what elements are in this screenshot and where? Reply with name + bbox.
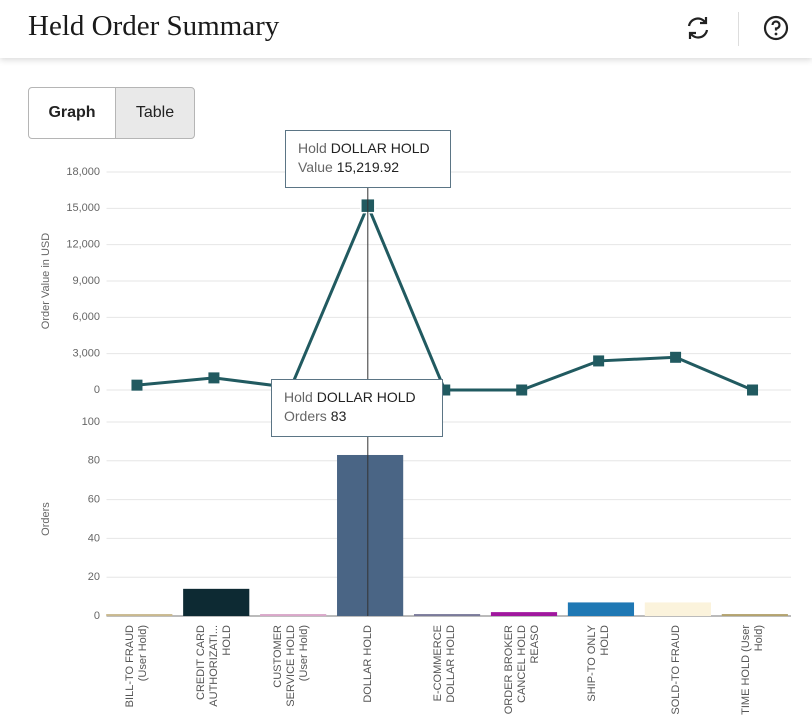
- y-tick-label: 100: [82, 416, 100, 428]
- bar: [337, 454, 404, 616]
- bar: [413, 614, 481, 617]
- graph-tab[interactable]: Graph: [28, 87, 116, 139]
- y-axis-title: Orders: [40, 502, 52, 536]
- y-tick-label: 20: [88, 571, 100, 583]
- data-point: [670, 351, 682, 363]
- data-point: [208, 372, 220, 384]
- data-point: [516, 384, 528, 396]
- x-tick-label: E-COMMERCE DOLLAR HOLD: [431, 625, 457, 703]
- y-tick-label: 15,000: [66, 202, 100, 214]
- bar: [567, 602, 635, 616]
- y-tick-label: 0: [94, 610, 100, 622]
- x-tick-label: BILL-TO FRAUD (User Hold): [123, 625, 149, 708]
- bar: [183, 588, 250, 616]
- page-title: Held Order Summary: [28, 10, 280, 42]
- tooltip-key: Orders: [284, 408, 327, 424]
- bar: [721, 614, 788, 617]
- divider: [738, 12, 739, 46]
- x-tick-label: TIME HOLD (User Hold): [739, 625, 765, 715]
- y-tick-label: 60: [88, 494, 100, 506]
- table-tab[interactable]: Table: [115, 87, 195, 139]
- tooltip-value: DOLLAR HOLD: [316, 389, 416, 405]
- header: Held Order Summary: [0, 0, 812, 58]
- tooltip: Hold DOLLAR HOLD Orders 83: [271, 379, 443, 437]
- tooltip-key: Value: [298, 159, 333, 175]
- y-tick-label: 40: [88, 532, 100, 544]
- bar: [644, 602, 711, 616]
- x-tick-label: ORDER BROKER CANCEL HOLD REASO: [502, 625, 541, 715]
- tooltip-value: DOLLAR HOLD: [330, 140, 430, 156]
- bar: [106, 614, 173, 617]
- tooltip-value: 15,219.92: [336, 159, 400, 175]
- y-tick-label: 0: [94, 384, 100, 396]
- y-tick-label: 18,000: [66, 166, 100, 178]
- data-point: [439, 384, 451, 396]
- help-icon[interactable]: [762, 14, 790, 42]
- tooltip-value: 83: [330, 408, 347, 424]
- x-tick-label: CUSTOMER SERVICE HOLD (User Hold): [271, 625, 310, 707]
- data-point: [131, 379, 143, 391]
- y-tick-label: 3,000: [72, 348, 100, 360]
- y-tick-label: 80: [88, 455, 100, 467]
- refresh-icon[interactable]: [684, 14, 712, 42]
- data-line: [136, 201, 754, 392]
- tooltip: Hold DOLLAR HOLD Value 15,219.92: [285, 130, 451, 188]
- tooltip-key: Hold: [298, 140, 327, 156]
- bar: [260, 614, 327, 617]
- tooltip-key: Hold: [284, 389, 313, 405]
- data-point: [593, 355, 605, 367]
- x-tick-label: SHIP-TO ONLY HOLD: [585, 625, 611, 702]
- x-tick-label: CREDIT CARD AUTHORIZATI... HOLD: [194, 625, 233, 707]
- bar: [490, 612, 558, 616]
- x-tick-label: DOLLAR HOLD: [361, 625, 374, 703]
- y-axis-title: Order Value in USD: [40, 233, 52, 329]
- y-tick-label: 9,000: [72, 275, 100, 287]
- data-point: [747, 384, 759, 396]
- x-tick-label: SOLD-TO FRAUD: [669, 625, 682, 715]
- y-tick-label: 12,000: [66, 239, 100, 251]
- y-tick-label: 6,000: [72, 311, 100, 323]
